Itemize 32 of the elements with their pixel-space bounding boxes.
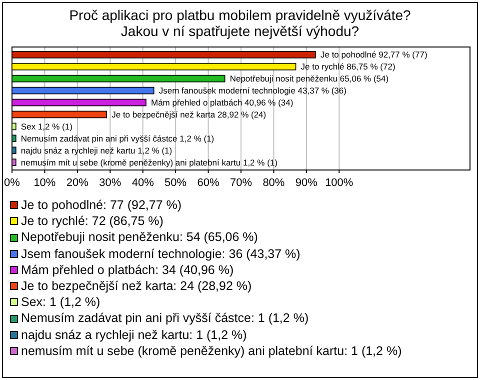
chart-title: Proč aplikaci pro platbu mobilem pravidelně využíváte? Jakou v ní spatřujete největší výhodu? [69, 7, 412, 39]
y-tick-label: Nemusím zadávat pin ani při vyšší částce 1,2 % (1) [20, 133, 214, 144]
text: nemusím mít u sebe (kromě peněženky) ani platební kartu: 1 (1,2 %) [21, 342, 402, 360]
x-tick-label: 20% [66, 177, 89, 189]
x-tick-label: 100% [325, 177, 354, 189]
y-tick-label: nemusím mít u sebe (kromě peněženky) ani platební kartu 1,2 % (1) [20, 157, 278, 168]
x-tick-label: 0% [4, 177, 20, 189]
text: Nepotřebuji nosit peněženku: 54 (65,06 %) [21, 229, 258, 246]
y-tick-label: Jsem fanoušek moderní technologie 43,37 % (36) [158, 86, 347, 96]
y-tick-label: Sex 1,2 % (1) [20, 121, 73, 132]
text: Je to rychlé: 72 (86,75 %) [21, 213, 164, 230]
x-tick-label: 40% [132, 177, 154, 189]
y-tick-label: Je to pohodlné 92,77 % (77) [320, 50, 428, 60]
y-tick-label: Nepotřebuji nosit peněženku 65,06 % (54) [230, 74, 389, 84]
x-tick-label: 80% [262, 177, 285, 189]
x-tick-label: 10% [34, 177, 56, 189]
y-tick-label: najdu snáz a rychleji než kartu 1,2 % (1) [20, 145, 172, 156]
y-tick-label: Je to bezpečnější než karta 28,92 % (24) [112, 109, 266, 120]
y-tick-label: Mám přehled o platbách 40,96 % (34) [151, 97, 294, 108]
text: najdu snáz a rychleji než kartu: 1 (1,2 %) [21, 326, 247, 343]
text: Nemusím zadávat pin ani při vyšší částce: 1 (1,2 %) [21, 310, 309, 327]
text: Mám přehled o platbách: 34 (40,96 %) [21, 262, 234, 278]
text: Jsem fanoušek moderní technologie: 36 (43,37 %) [21, 246, 300, 262]
x-tick-label: 90% [295, 177, 318, 189]
y-tick-label: Je to rychlé 86,75 % (72) [300, 62, 396, 72]
x-tick-label: 50% [164, 177, 187, 189]
text: Je to bezpečnější než karta: 24 (28,92 %) [21, 278, 252, 294]
text: Sex: 1 (1,2 %) [21, 294, 100, 310]
x-tick-label: 30% [99, 177, 122, 189]
text: Je to pohodlné: 77 (92,77 %) [21, 197, 182, 214]
x-tick-label: 70% [230, 177, 252, 189]
x-tick-label: 60% [197, 177, 220, 189]
